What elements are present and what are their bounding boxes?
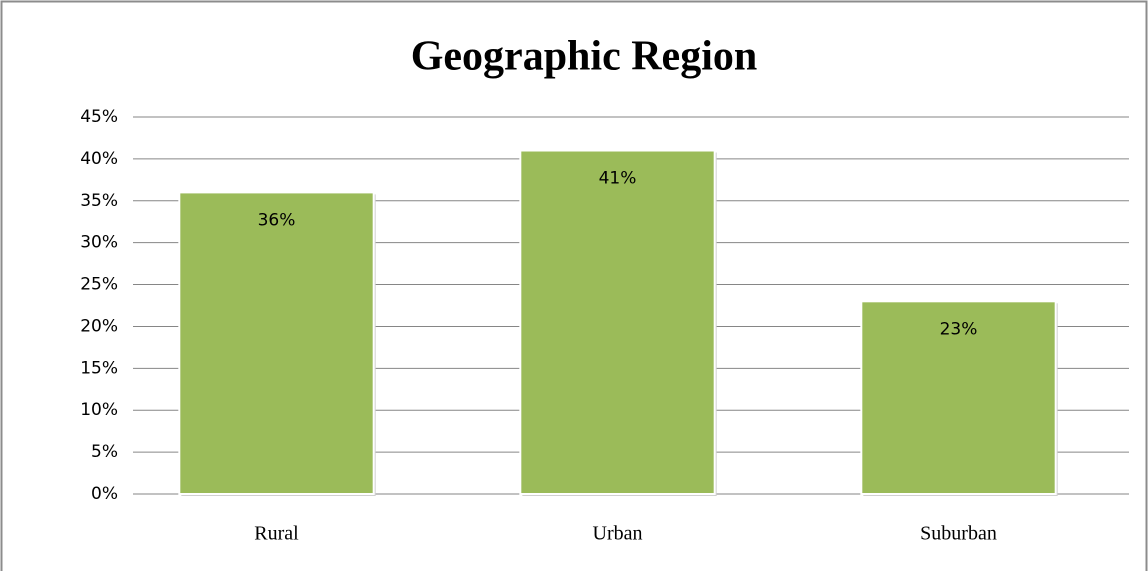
- data-label: 23%: [940, 319, 978, 339]
- bar: [178, 191, 375, 495]
- y-tick-label: 40%: [80, 149, 118, 169]
- data-label: 41%: [599, 169, 637, 189]
- chart-title: Geographic Region: [411, 34, 757, 80]
- data-label: 36%: [258, 210, 296, 230]
- y-tick-label: 30%: [80, 233, 118, 253]
- y-tick-label: 15%: [80, 358, 118, 378]
- y-tick-label: 20%: [80, 316, 118, 336]
- y-tick-label: 25%: [80, 275, 118, 295]
- y-tick-label: 45%: [80, 107, 118, 127]
- x-tick-label: Urban: [593, 523, 643, 545]
- bar: [519, 149, 716, 495]
- y-tick-label: 10%: [80, 400, 118, 420]
- y-tick-label: 35%: [80, 191, 118, 211]
- bar: [860, 300, 1057, 495]
- x-tick-label: Suburban: [920, 523, 997, 545]
- y-tick-label: 0%: [91, 484, 118, 504]
- x-tick-label: Rural: [254, 523, 299, 545]
- y-tick-label: 5%: [91, 442, 118, 462]
